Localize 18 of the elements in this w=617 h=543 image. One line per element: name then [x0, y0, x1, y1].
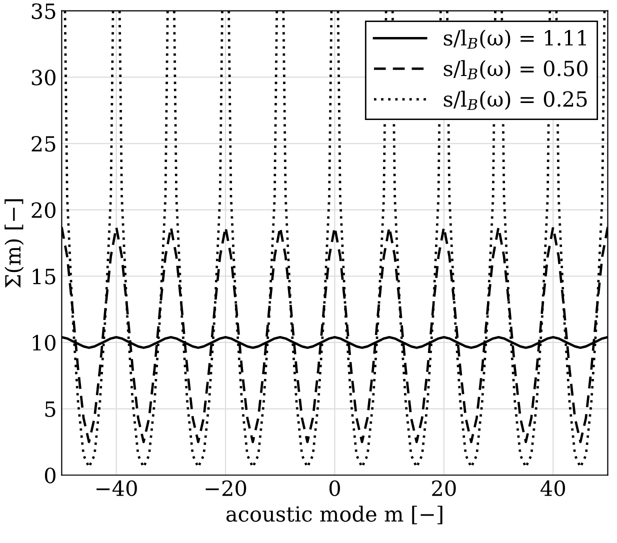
y-tick-label: 15	[32, 268, 56, 284]
y-tick-label: 35	[32, 3, 56, 20]
legend-label: s/l$_{B}$(ω) = 0.50	[444, 60, 588, 80]
y-tick-label: 20	[32, 202, 56, 218]
y-tick-label: 25	[32, 136, 56, 152]
y-axis-title: Σ(m) [−]	[4, 199, 24, 288]
x-tick-label: −20	[206, 480, 246, 496]
legend-label: s/l$_{B}$(ω) = 0.25	[444, 90, 587, 110]
x-tick-label: −40	[96, 480, 137, 496]
y-tick-label: 5	[45, 402, 56, 418]
x-tick-label: 20	[432, 480, 456, 496]
y-tick-label: 0	[44, 468, 56, 484]
y-tick-label: 10	[32, 334, 56, 351]
legend-label: s/l$_{B}$(ω) = 1.11	[444, 30, 586, 49]
x-axis-title: acoustic mode m [−]	[226, 506, 442, 524]
x-tick-label: 40	[540, 480, 566, 496]
x-tick-label: 0	[329, 480, 340, 496]
y-tick-label: 30	[32, 70, 56, 86]
